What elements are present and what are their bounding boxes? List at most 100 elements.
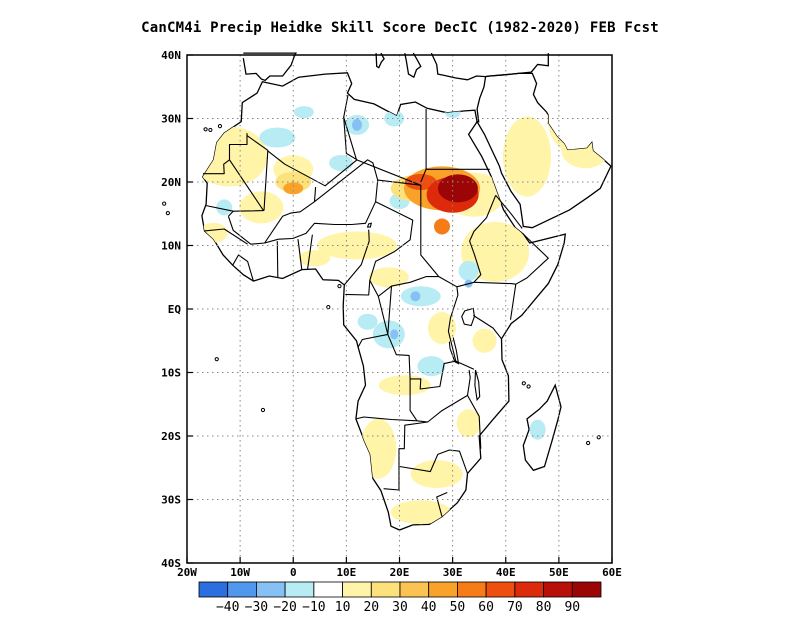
- hss-patch-cyan-0: [259, 127, 296, 148]
- anatolia-coast: [430, 52, 549, 81]
- island-3: [165, 211, 170, 216]
- hss-patch-yellow-13: [410, 460, 463, 489]
- hss-patch-yellow-10: [472, 328, 497, 353]
- island-7: [585, 440, 591, 446]
- hss-patch-yellow-9: [428, 312, 456, 345]
- border-12: [357, 296, 389, 348]
- lon-label-6: 40E: [496, 566, 516, 579]
- lat-label-8: 40S: [161, 557, 181, 570]
- island-6: [526, 384, 531, 389]
- island-0: [208, 127, 213, 133]
- border-28: [232, 254, 254, 282]
- colorbar-swatch-1: [227, 581, 257, 598]
- border-2: [227, 159, 265, 217]
- hss-patch-yellow-14: [390, 500, 451, 525]
- border-15: [409, 378, 418, 422]
- island-8: [596, 435, 601, 440]
- border-16: [455, 360, 475, 370]
- island-9: [214, 357, 219, 362]
- border-18: [399, 449, 469, 474]
- colorbar-label-6: 30: [392, 600, 408, 615]
- lon-label-5: 30E: [443, 566, 463, 579]
- border-21: [473, 281, 517, 320]
- hss-patch-yellow-7: [503, 116, 551, 197]
- colorbar-label-4: 10: [335, 600, 351, 615]
- island-5: [521, 381, 526, 386]
- lon-label-7: 50E: [549, 566, 569, 579]
- hss-patch-blue-3: [390, 329, 399, 340]
- island-10: [326, 304, 331, 310]
- lat-label-2: 20N: [161, 176, 181, 189]
- hss-patch-cyan-5: [372, 320, 405, 349]
- hss-patch-cyan-9: [458, 260, 479, 281]
- island-2: [203, 127, 208, 132]
- colorbar-label-3: −10: [302, 600, 325, 615]
- colorbar-label-10: 70: [507, 600, 523, 615]
- lat-label-6: 20S: [161, 430, 181, 443]
- colorbar-label-1: −30: [245, 600, 268, 615]
- hss-patch-yellow-8: [547, 86, 592, 151]
- hss-patch-cyan-11: [293, 106, 314, 119]
- lon-label-3: 10E: [336, 566, 356, 579]
- hss-patch-cyan-7: [417, 356, 446, 377]
- colorbar-swatch-2: [255, 581, 286, 598]
- colorbar-swatch-12: [543, 581, 573, 598]
- colorbar-swatch-8: [428, 581, 458, 598]
- border-32: [436, 491, 448, 517]
- colorbar-swatch-6: [370, 581, 401, 598]
- border-31: [343, 229, 370, 286]
- border-3: [263, 150, 269, 211]
- border-24: [227, 216, 279, 245]
- colorbar-label-2: −20: [273, 600, 296, 615]
- hss-patch-mali-50: [283, 182, 304, 195]
- colorbar-swatch-13: [571, 581, 602, 598]
- colorbar-label-0: −40: [216, 600, 239, 615]
- hss-patch-cyan-10: [529, 419, 546, 440]
- hss-patch-yellow-17: [298, 250, 331, 267]
- island-4: [162, 201, 167, 206]
- border-5: [278, 159, 379, 240]
- colorbar: −40 −30 −20 −10 10 20 30 40 50 60 70 80 90: [198, 581, 602, 615]
- border-30: [205, 204, 234, 212]
- colorbar-swatch-3: [284, 581, 315, 598]
- lake-3: [366, 222, 373, 228]
- colorbar-label-11: 80: [536, 600, 552, 615]
- colorbar-swatch-5: [342, 581, 372, 598]
- hss-patch-yellow-11: [378, 375, 431, 396]
- lon-label-8: 60E: [602, 566, 622, 579]
- hss-patch-blue-0: [352, 118, 362, 131]
- grid-lines: [187, 55, 612, 563]
- border-27: [276, 241, 279, 278]
- border-1: [246, 94, 358, 187]
- hss-patch-cyan-3: [329, 154, 354, 171]
- island-12: [260, 407, 266, 413]
- border-11: [345, 280, 371, 296]
- lon-label-4: 20E: [390, 566, 410, 579]
- border-23: [495, 194, 523, 229]
- latitude-labels: 40N 30N 20N 10N EQ 10S 20S 30S 40S: [161, 49, 193, 570]
- longitude-labels: 20W 10W 0 10E 20E 30E 40E 50E 60E: [177, 557, 622, 579]
- border-26: [307, 234, 313, 270]
- border-9: [377, 179, 421, 186]
- hss-patch-sudan-90: [437, 174, 478, 203]
- hss-patch-yellow-18: [561, 132, 610, 169]
- border-25: [297, 239, 303, 270]
- italy-coast: [375, 52, 385, 69]
- island-11: [337, 284, 342, 289]
- greece-coast: [404, 52, 422, 79]
- colorbar-label-7: 40: [421, 600, 437, 615]
- border-13: [387, 286, 459, 390]
- hss-patch-sudan-60: [434, 218, 450, 235]
- lat-label-5: 10S: [161, 367, 181, 380]
- lat-label-0: 40N: [161, 49, 181, 62]
- hss-patch-cyan-4: [400, 286, 441, 307]
- colorbar-label-8: 50: [450, 600, 466, 615]
- island-1: [217, 124, 223, 129]
- colorbar-swatch-7: [399, 581, 430, 598]
- border-14: [355, 416, 429, 491]
- colorbar-swatch-10: [485, 581, 516, 598]
- lat-label-3: 10N: [161, 240, 181, 253]
- hss-patch-yellow-15: [456, 409, 481, 438]
- border-4: [264, 187, 317, 244]
